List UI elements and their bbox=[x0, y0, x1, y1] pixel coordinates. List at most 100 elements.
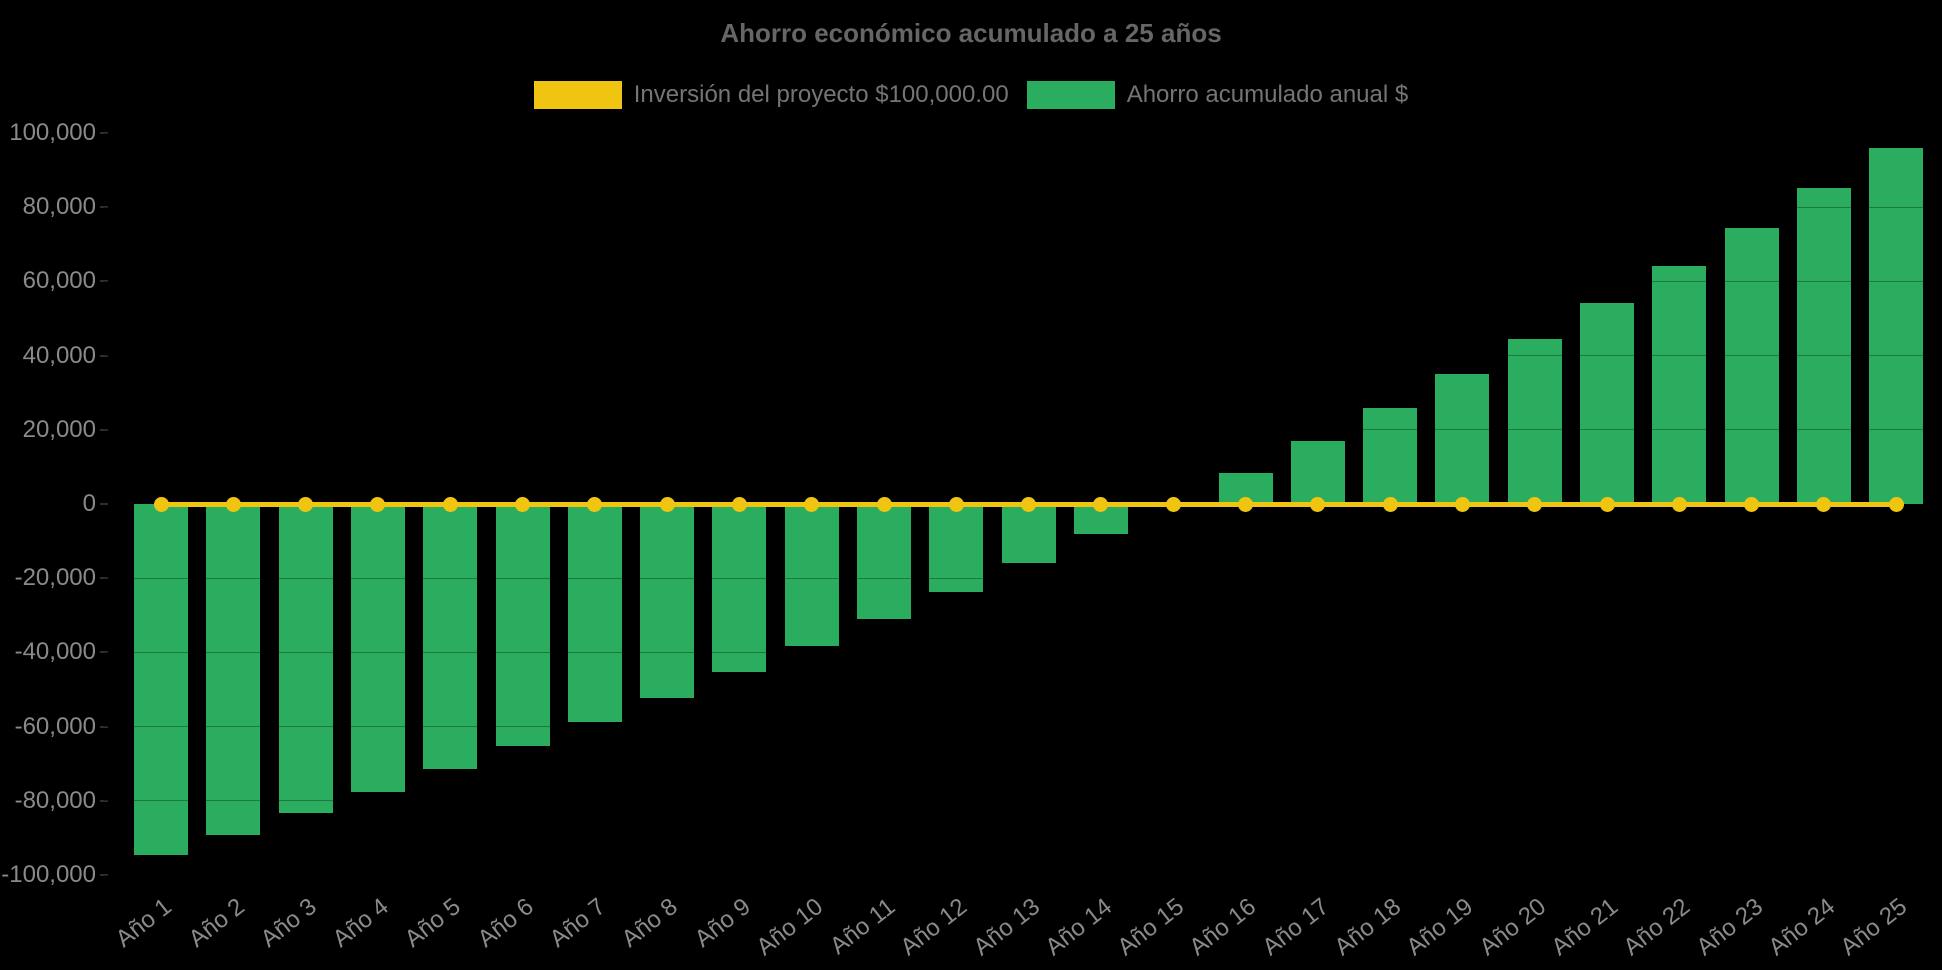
investment-line-marker-año-12[interactable] bbox=[948, 496, 964, 512]
investment-line-marker-año-10[interactable] bbox=[804, 496, 820, 512]
legend-item-savings[interactable]: Ahorro acumulado anual $ bbox=[1026, 81, 1409, 109]
gridline bbox=[104, 206, 1942, 208]
x-axis-label-año-23: Año 23 bbox=[1691, 892, 1768, 962]
bar-año-13[interactable] bbox=[1001, 504, 1056, 564]
legend-swatch-investment bbox=[533, 81, 622, 109]
bar-año-12[interactable] bbox=[929, 504, 984, 592]
investment-line-marker-año-24[interactable] bbox=[1816, 496, 1832, 512]
investment-line-marker-año-18[interactable] bbox=[1382, 496, 1398, 512]
x-axis-label-año-24: Año 24 bbox=[1763, 892, 1840, 962]
y-axis-tick-mark bbox=[100, 428, 108, 431]
y-axis-tick-mark bbox=[100, 503, 108, 505]
bar-año-23[interactable] bbox=[1724, 227, 1779, 504]
investment-line-marker-año-11[interactable] bbox=[876, 496, 892, 512]
x-axis-label-año-12: Año 12 bbox=[895, 892, 973, 962]
bar-año-18[interactable] bbox=[1363, 407, 1418, 504]
x-axis-label-año-14: Año 14 bbox=[1040, 892, 1117, 962]
y-axis-tick-label: 0 bbox=[82, 490, 96, 517]
y-axis-tick-mark bbox=[100, 206, 108, 209]
investment-line-marker-año-5[interactable] bbox=[442, 496, 458, 512]
bar-año-1[interactable] bbox=[134, 504, 188, 855]
bar-año-9[interactable] bbox=[712, 504, 767, 673]
y-axis-tick-label: 20,000 bbox=[22, 415, 96, 443]
bar-año-11[interactable] bbox=[857, 504, 911, 620]
legend-label-investment: Inversión del proyecto $100,000.00 bbox=[633, 81, 1009, 108]
investment-line-marker-año-19[interactable] bbox=[1454, 496, 1470, 512]
legend-item-investment[interactable]: Inversión del proyecto $100,000.00 bbox=[533, 81, 1009, 109]
bar-año-22[interactable] bbox=[1652, 265, 1707, 504]
y-axis-tick-label: 80,000 bbox=[22, 193, 96, 221]
y-axis-tick-label: 40,000 bbox=[22, 341, 96, 369]
x-axis-label-año-15: Año 15 bbox=[1112, 892, 1190, 962]
investment-line-marker-año-13[interactable] bbox=[1021, 496, 1037, 512]
x-axis-label-año-10: Año 10 bbox=[751, 892, 828, 962]
x-axis-label-año-22: Año 22 bbox=[1618, 892, 1696, 962]
x-axis-label-año-4: Año 4 bbox=[327, 892, 394, 953]
bar-año-6[interactable] bbox=[495, 504, 550, 746]
bar-año-10[interactable] bbox=[784, 504, 839, 647]
y-axis-tick-label: 100,000 bbox=[9, 119, 96, 146]
chart-title: Ahorro económico acumulado a 25 años bbox=[720, 18, 1222, 48]
x-axis-label-año-11: Año 11 bbox=[824, 892, 901, 960]
investment-line-marker-año-23[interactable] bbox=[1744, 496, 1760, 512]
bar-año-5[interactable] bbox=[423, 504, 478, 770]
y-axis-tick-mark bbox=[100, 799, 108, 802]
investment-line-marker-año-6[interactable] bbox=[515, 496, 530, 512]
bar-año-24[interactable] bbox=[1796, 188, 1851, 504]
investment-line-marker-año-9[interactable] bbox=[731, 496, 747, 512]
gridline bbox=[104, 132, 1942, 134]
bar-año-2[interactable] bbox=[206, 504, 261, 835]
investment-line-marker-año-21[interactable] bbox=[1599, 496, 1615, 512]
legend-label-savings: Ahorro acumulado anual $ bbox=[1126, 81, 1409, 108]
investment-line-marker-año-25[interactable] bbox=[1888, 496, 1904, 512]
y-axis-tick-mark bbox=[100, 725, 108, 728]
x-axis-label-año-13: Año 13 bbox=[968, 892, 1045, 962]
y-axis-tick-label: -60,000 bbox=[14, 712, 96, 740]
bar-año-20[interactable] bbox=[1507, 338, 1562, 504]
x-axis-label-año-19: Año 19 bbox=[1401, 892, 1479, 962]
investment-line-marker-año-8[interactable] bbox=[659, 496, 675, 512]
investment-line-marker-año-1[interactable] bbox=[153, 496, 169, 512]
investment-line-marker-año-2[interactable] bbox=[225, 496, 241, 512]
y-axis-tick-mark bbox=[100, 874, 108, 876]
x-axis-label-año-20: Año 20 bbox=[1474, 892, 1551, 962]
x-axis-label-año-18: Año 18 bbox=[1329, 892, 1407, 962]
bar-año-3[interactable] bbox=[278, 504, 333, 814]
bar-año-25[interactable] bbox=[1869, 147, 1924, 504]
legend: Inversión del proyecto $100,000.00 Ahorr… bbox=[0, 81, 1942, 109]
x-axis-label-año-9: Año 9 bbox=[689, 892, 756, 953]
gridline bbox=[104, 874, 1942, 876]
legend-swatch-savings bbox=[1026, 81, 1115, 109]
investment-line-marker-año-16[interactable] bbox=[1238, 496, 1253, 512]
x-axis-label-año-25: Año 25 bbox=[1835, 892, 1913, 962]
investment-line-marker-año-4[interactable] bbox=[370, 496, 386, 512]
bar-año-8[interactable] bbox=[640, 504, 695, 698]
y-axis-tick-mark bbox=[100, 577, 108, 580]
x-axis-label-año-1: Año 1 bbox=[110, 892, 178, 953]
bar-año-21[interactable] bbox=[1580, 302, 1634, 504]
investment-line-marker-año-22[interactable] bbox=[1671, 496, 1687, 512]
bar-año-17[interactable] bbox=[1290, 440, 1345, 504]
x-axis-label-año-7: Año 7 bbox=[544, 892, 611, 953]
gridline bbox=[104, 280, 1942, 282]
bar-año-7[interactable] bbox=[567, 504, 622, 723]
y-axis-tick-label: -20,000 bbox=[14, 564, 96, 592]
investment-line-marker-año-3[interactable] bbox=[298, 496, 314, 512]
bar-año-19[interactable] bbox=[1435, 374, 1490, 504]
investment-line-marker-año-14[interactable] bbox=[1093, 496, 1109, 512]
investment-line-marker-año-7[interactable] bbox=[587, 496, 603, 512]
x-axis-label-año-8: Año 8 bbox=[617, 892, 684, 953]
y-axis-tick-mark bbox=[100, 132, 108, 134]
investment-line-marker-año-15[interactable] bbox=[1165, 496, 1181, 512]
y-axis-tick-label: -80,000 bbox=[14, 786, 96, 814]
x-axis-label-año-17: Año 17 bbox=[1257, 892, 1334, 962]
investment-line-marker-año-20[interactable] bbox=[1527, 496, 1543, 512]
gridline bbox=[104, 355, 1942, 357]
bar-año-4[interactable] bbox=[350, 504, 405, 792]
x-axis-label-año-5: Año 5 bbox=[400, 892, 467, 953]
x-axis-label-año-6: Año 6 bbox=[472, 892, 539, 953]
investment-line-marker-año-17[interactable] bbox=[1310, 496, 1326, 512]
y-axis-tick-label: -100,000 bbox=[1, 861, 96, 888]
y-axis-tick-label: 60,000 bbox=[22, 267, 96, 295]
